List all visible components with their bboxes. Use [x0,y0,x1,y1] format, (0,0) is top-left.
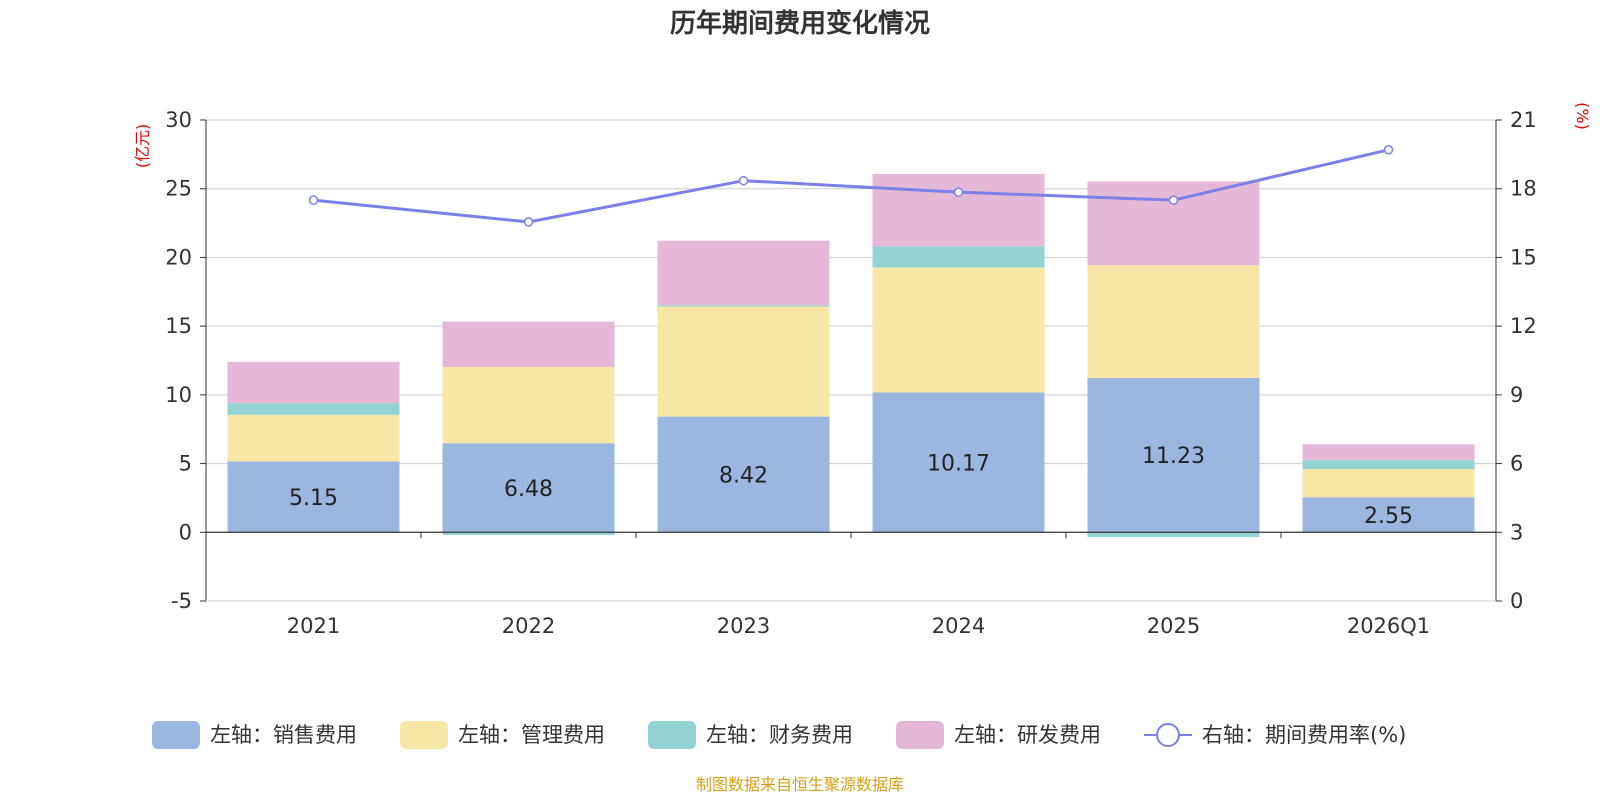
left-tick-label: 20 [165,245,192,269]
rate-point [953,187,964,197]
bar-series [227,174,1475,538]
legend-swatch [400,721,448,749]
bar-segment [1302,497,1475,533]
data-label: 2.55 [1364,504,1413,529]
category-label: 2024 [932,614,985,638]
left-tick-label: 30 [165,108,192,132]
left-tick-label: -5 [171,589,192,613]
right-tick-label: 12 [1510,314,1537,338]
rate-point [1383,145,1394,155]
right-tick-label: 9 [1510,383,1523,407]
bar-segment [1302,444,1475,461]
right-tick-label: 15 [1510,245,1537,269]
legend: 左轴：销售费用 左轴：管理费用 左轴：财务费用 左轴：研发费用 右轴：期间费用率(%) [152,721,1406,749]
bar-segment [1087,265,1260,378]
bar-segment [872,246,1045,268]
left-tick-label: 15 [165,314,192,338]
bar-segment [442,443,615,533]
bar-segment [1087,532,1260,538]
bar-segment [1087,377,1260,533]
right-axis-unit: (%) [1573,102,1592,130]
legend-label: 右轴：期间费用率(%) [1202,723,1406,747]
rate-line-series [308,145,1394,227]
bar-segment [1302,460,1475,470]
gridlines [206,119,1496,602]
bar-segment [227,461,400,533]
bar-segment [657,240,830,306]
category-label: 2021 [287,614,340,638]
bar-segment [442,532,615,536]
legend-marker [1156,723,1180,747]
rate-point [523,217,534,227]
left-tick-label: 10 [165,383,192,407]
category-label: 2023 [717,614,770,638]
right-tick-label: 6 [1510,452,1523,476]
source-note: 制图数据来自恒生聚源数据库 [696,775,904,794]
legend-label: 左轴：财务费用 [706,723,853,747]
legend-label: 左轴：管理费用 [458,723,605,747]
legend-swatch [152,721,200,749]
bar-segment [872,174,1045,247]
legend-swatch [648,721,696,749]
legend-label: 左轴：销售费用 [210,723,357,747]
left-tick-label: 5 [179,452,192,476]
rate-point [738,175,749,186]
category-label: 2022 [502,614,555,638]
data-label: 11.23 [1142,444,1205,469]
rate-point [1168,195,1179,205]
bar-segment [872,267,1045,393]
right-tick-label: 0 [1510,589,1523,613]
chart-title: 历年期间费用变化情况 [670,8,930,39]
data-label: 10.17 [927,451,990,476]
left-axis-unit: (亿元) [133,124,152,169]
legend-label: 左轴：研发费用 [954,723,1101,747]
legend-swatch [896,721,944,749]
category-label: 2026Q1 [1347,614,1430,638]
bar-segment [872,392,1045,533]
data-label: 6.48 [504,477,553,502]
category-label: 2025 [1147,614,1200,638]
bar-segment [1302,469,1475,498]
rate-point [308,195,319,205]
bar-segment [657,306,830,417]
data-label: 5.15 [289,486,338,511]
right-tick-label: 18 [1510,177,1537,201]
right-tick-label: 21 [1510,108,1537,132]
bar-segment [227,403,400,415]
data-label: 8.42 [719,463,768,488]
bar-segment [1087,181,1260,266]
data-labels: 5.15 6.48 8.42 10.17 11.23 2.55 [289,444,1413,529]
right-tick-label: 3 [1510,520,1523,544]
left-tick-label: 25 [165,177,192,201]
bar-segment [657,305,830,307]
bar-segment [657,416,830,533]
bar-segment [442,321,615,367]
bar-segment [227,414,400,462]
left-tick-label: 0 [179,520,192,544]
bar-segment [227,361,400,404]
bar-segment [442,366,615,444]
rate-line [313,148,1389,224]
